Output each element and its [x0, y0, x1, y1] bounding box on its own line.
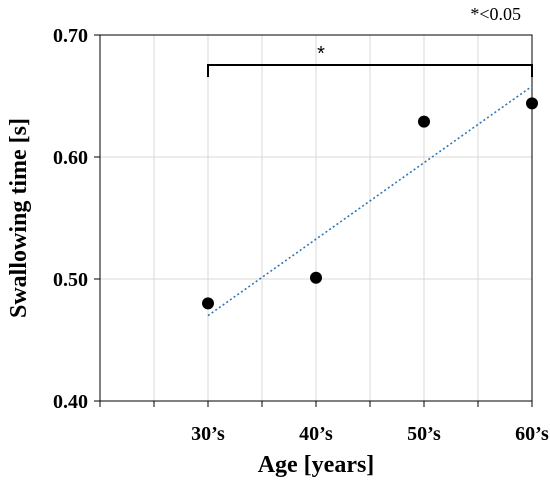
significance-bracket — [207, 64, 533, 77]
trendline — [207, 85, 533, 317]
data-point — [418, 115, 430, 128]
y-ticks: 0.40 0.50 0.60 0.70 — [53, 25, 100, 413]
significance-bracket-label: * — [317, 43, 325, 65]
y-tick-label: 0.60 — [53, 147, 88, 169]
trendline-group — [207, 85, 533, 317]
data-point — [310, 271, 322, 284]
gridlines — [100, 34, 532, 402]
y-tick-label: 0.50 — [53, 269, 88, 291]
data-point — [526, 97, 538, 110]
data-point — [202, 297, 214, 310]
x-axis-title: Age [years] — [258, 452, 375, 478]
significance-note: *<0.05 — [470, 4, 521, 24]
bracket-line — [207, 64, 533, 77]
x-tick-label: 50’s — [407, 423, 441, 445]
data-points — [202, 97, 538, 310]
x-tick-label: 60’s — [515, 423, 549, 445]
y-axis-title: Swallowing time [s] — [6, 118, 32, 318]
x-tick-label: 40’s — [299, 423, 333, 445]
x-ticks: 30’s 40’s 50’s 60’s — [99, 401, 549, 445]
x-tick-label: 30’s — [191, 423, 225, 445]
y-tick-label: 0.40 — [53, 391, 88, 413]
y-tick-label: 0.70 — [53, 25, 88, 47]
